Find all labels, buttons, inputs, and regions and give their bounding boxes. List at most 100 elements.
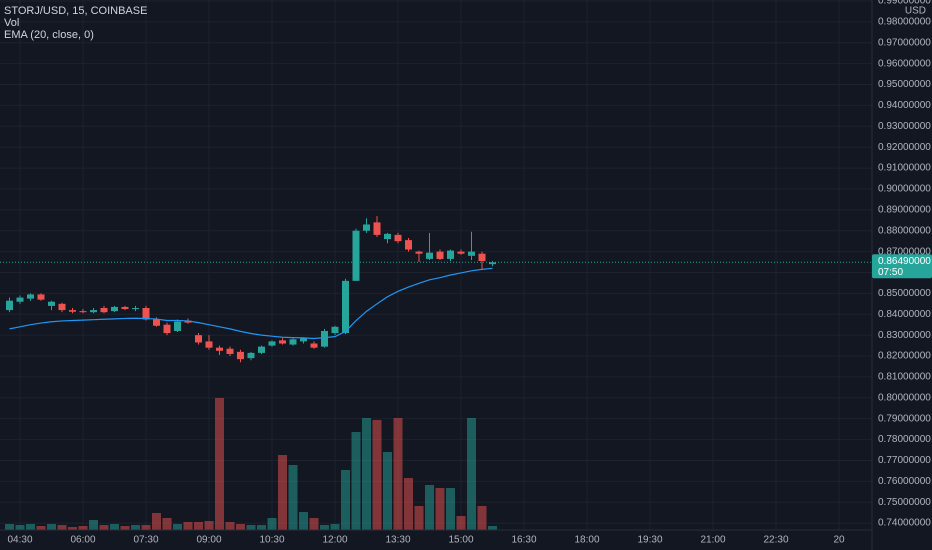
candle-body [352, 230, 360, 281]
y-tick-label: 0.95000000 [878, 79, 931, 90]
chart-title: STORJ/USD, 15, COINBASE [4, 5, 147, 17]
candle-body [289, 339, 297, 345]
volume-bar [36, 526, 46, 530]
volume-bar [404, 478, 413, 530]
volume-legend: Vol [4, 17, 19, 29]
y-tick-label: 0.94000000 [878, 100, 931, 111]
candle-body [268, 341, 276, 346]
volume-bar [288, 465, 298, 530]
y-tick-label: 0.97000000 [878, 37, 931, 48]
volume-bar [372, 420, 382, 530]
candle-body [121, 306, 129, 310]
candle-body [184, 320, 192, 323]
volume-bar [78, 526, 88, 530]
x-tick-label: 13:30 [385, 535, 410, 546]
volume-bar [488, 526, 497, 530]
x-tick-label: 09:00 [196, 535, 221, 546]
volume-bar [225, 522, 235, 530]
volume-bar [435, 488, 445, 530]
y-tick-label: 0.96000000 [878, 58, 931, 69]
y-tick-label: 0.88000000 [878, 225, 931, 236]
y-tick-label: 0.85000000 [878, 288, 931, 299]
volume-bar [110, 524, 119, 530]
candle-body [163, 324, 171, 334]
volume-bar [330, 524, 340, 530]
y-tick-label: 0.92000000 [878, 142, 931, 153]
volume-bar [267, 518, 277, 530]
volume-bar [141, 525, 151, 530]
y-tick-label: 0.83000000 [878, 330, 931, 341]
volume-bar [341, 470, 350, 530]
currency-label: USD [905, 6, 926, 17]
volume-bar [57, 525, 67, 530]
candle-body [331, 326, 339, 334]
candle-body [279, 340, 286, 344]
y-tick-label: 0.74000000 [878, 518, 931, 529]
x-tick-label: 04:30 [7, 535, 32, 546]
volume-bar [183, 522, 193, 530]
y-tick-label: 0.91000000 [878, 163, 931, 174]
candle-body [48, 301, 55, 306]
x-tick-label: 22:30 [763, 535, 788, 546]
candle-body [457, 251, 465, 254]
y-tick-label: 0.80000000 [878, 392, 931, 403]
x-tick-label: 12:00 [322, 535, 347, 546]
volume-bar [131, 525, 140, 530]
ema-line [9, 267, 493, 340]
candle-body [258, 346, 265, 353]
x-tick-label: 16:30 [511, 535, 536, 546]
candle-body [142, 307, 150, 320]
y-tick-label: 0.93000000 [878, 121, 931, 132]
volume-bar [204, 521, 214, 530]
candle-body [226, 348, 234, 354]
volume-bar [173, 524, 182, 530]
volume-bar [309, 518, 319, 530]
candle-body [132, 307, 139, 310]
candle-body [405, 240, 412, 250]
volume-bar [299, 512, 308, 530]
y-tick-label: 0.77000000 [878, 455, 931, 466]
candle-body [447, 250, 454, 259]
y-tick-label: 0.82000000 [878, 351, 931, 362]
candle-body [247, 352, 255, 359]
volume-bar [320, 525, 329, 530]
candle-body [16, 297, 24, 302]
candles [6, 216, 496, 363]
x-tick-label: 10:30 [259, 535, 284, 546]
x-tick-label: 07:30 [133, 535, 158, 546]
candle-body [489, 262, 496, 265]
volume-bar [278, 455, 287, 530]
y-tick-label: 0.79000000 [878, 413, 931, 424]
volume-bar [215, 398, 224, 530]
candle-body [342, 280, 349, 334]
candle-body [426, 252, 433, 259]
y-tick-label: 0.90000000 [878, 184, 931, 195]
y-tick-label: 0.87000000 [878, 246, 931, 257]
volume-bar [414, 506, 424, 530]
candle-body [69, 310, 76, 312]
y-tick-label: 0.78000000 [878, 434, 931, 445]
candle-body [321, 330, 328, 347]
candle-body [237, 351, 244, 360]
y-tick-label: 0.84000000 [878, 309, 931, 320]
candle-body [384, 233, 391, 240]
volume-bar [362, 418, 371, 530]
candle-body [111, 306, 118, 312]
x-tick-label: 19:30 [637, 535, 662, 546]
y-tick-label: 0.98000000 [878, 17, 931, 28]
y-tick-label: 0.99000000 [878, 0, 931, 7]
volume-bar [15, 525, 25, 530]
candle-body [100, 307, 108, 313]
volume-bar [351, 432, 361, 530]
last-price-box [872, 254, 932, 279]
volume-bar [68, 527, 77, 530]
candle-body [174, 321, 181, 331]
ema-legend: EMA (20, close, 0) [4, 29, 94, 41]
candle-body [79, 311, 87, 313]
volume-bar [152, 513, 161, 530]
countdown-label: 07:50 [878, 267, 903, 278]
candle-body [436, 251, 444, 259]
volume-bar [99, 525, 109, 530]
volume-bar [425, 485, 434, 530]
